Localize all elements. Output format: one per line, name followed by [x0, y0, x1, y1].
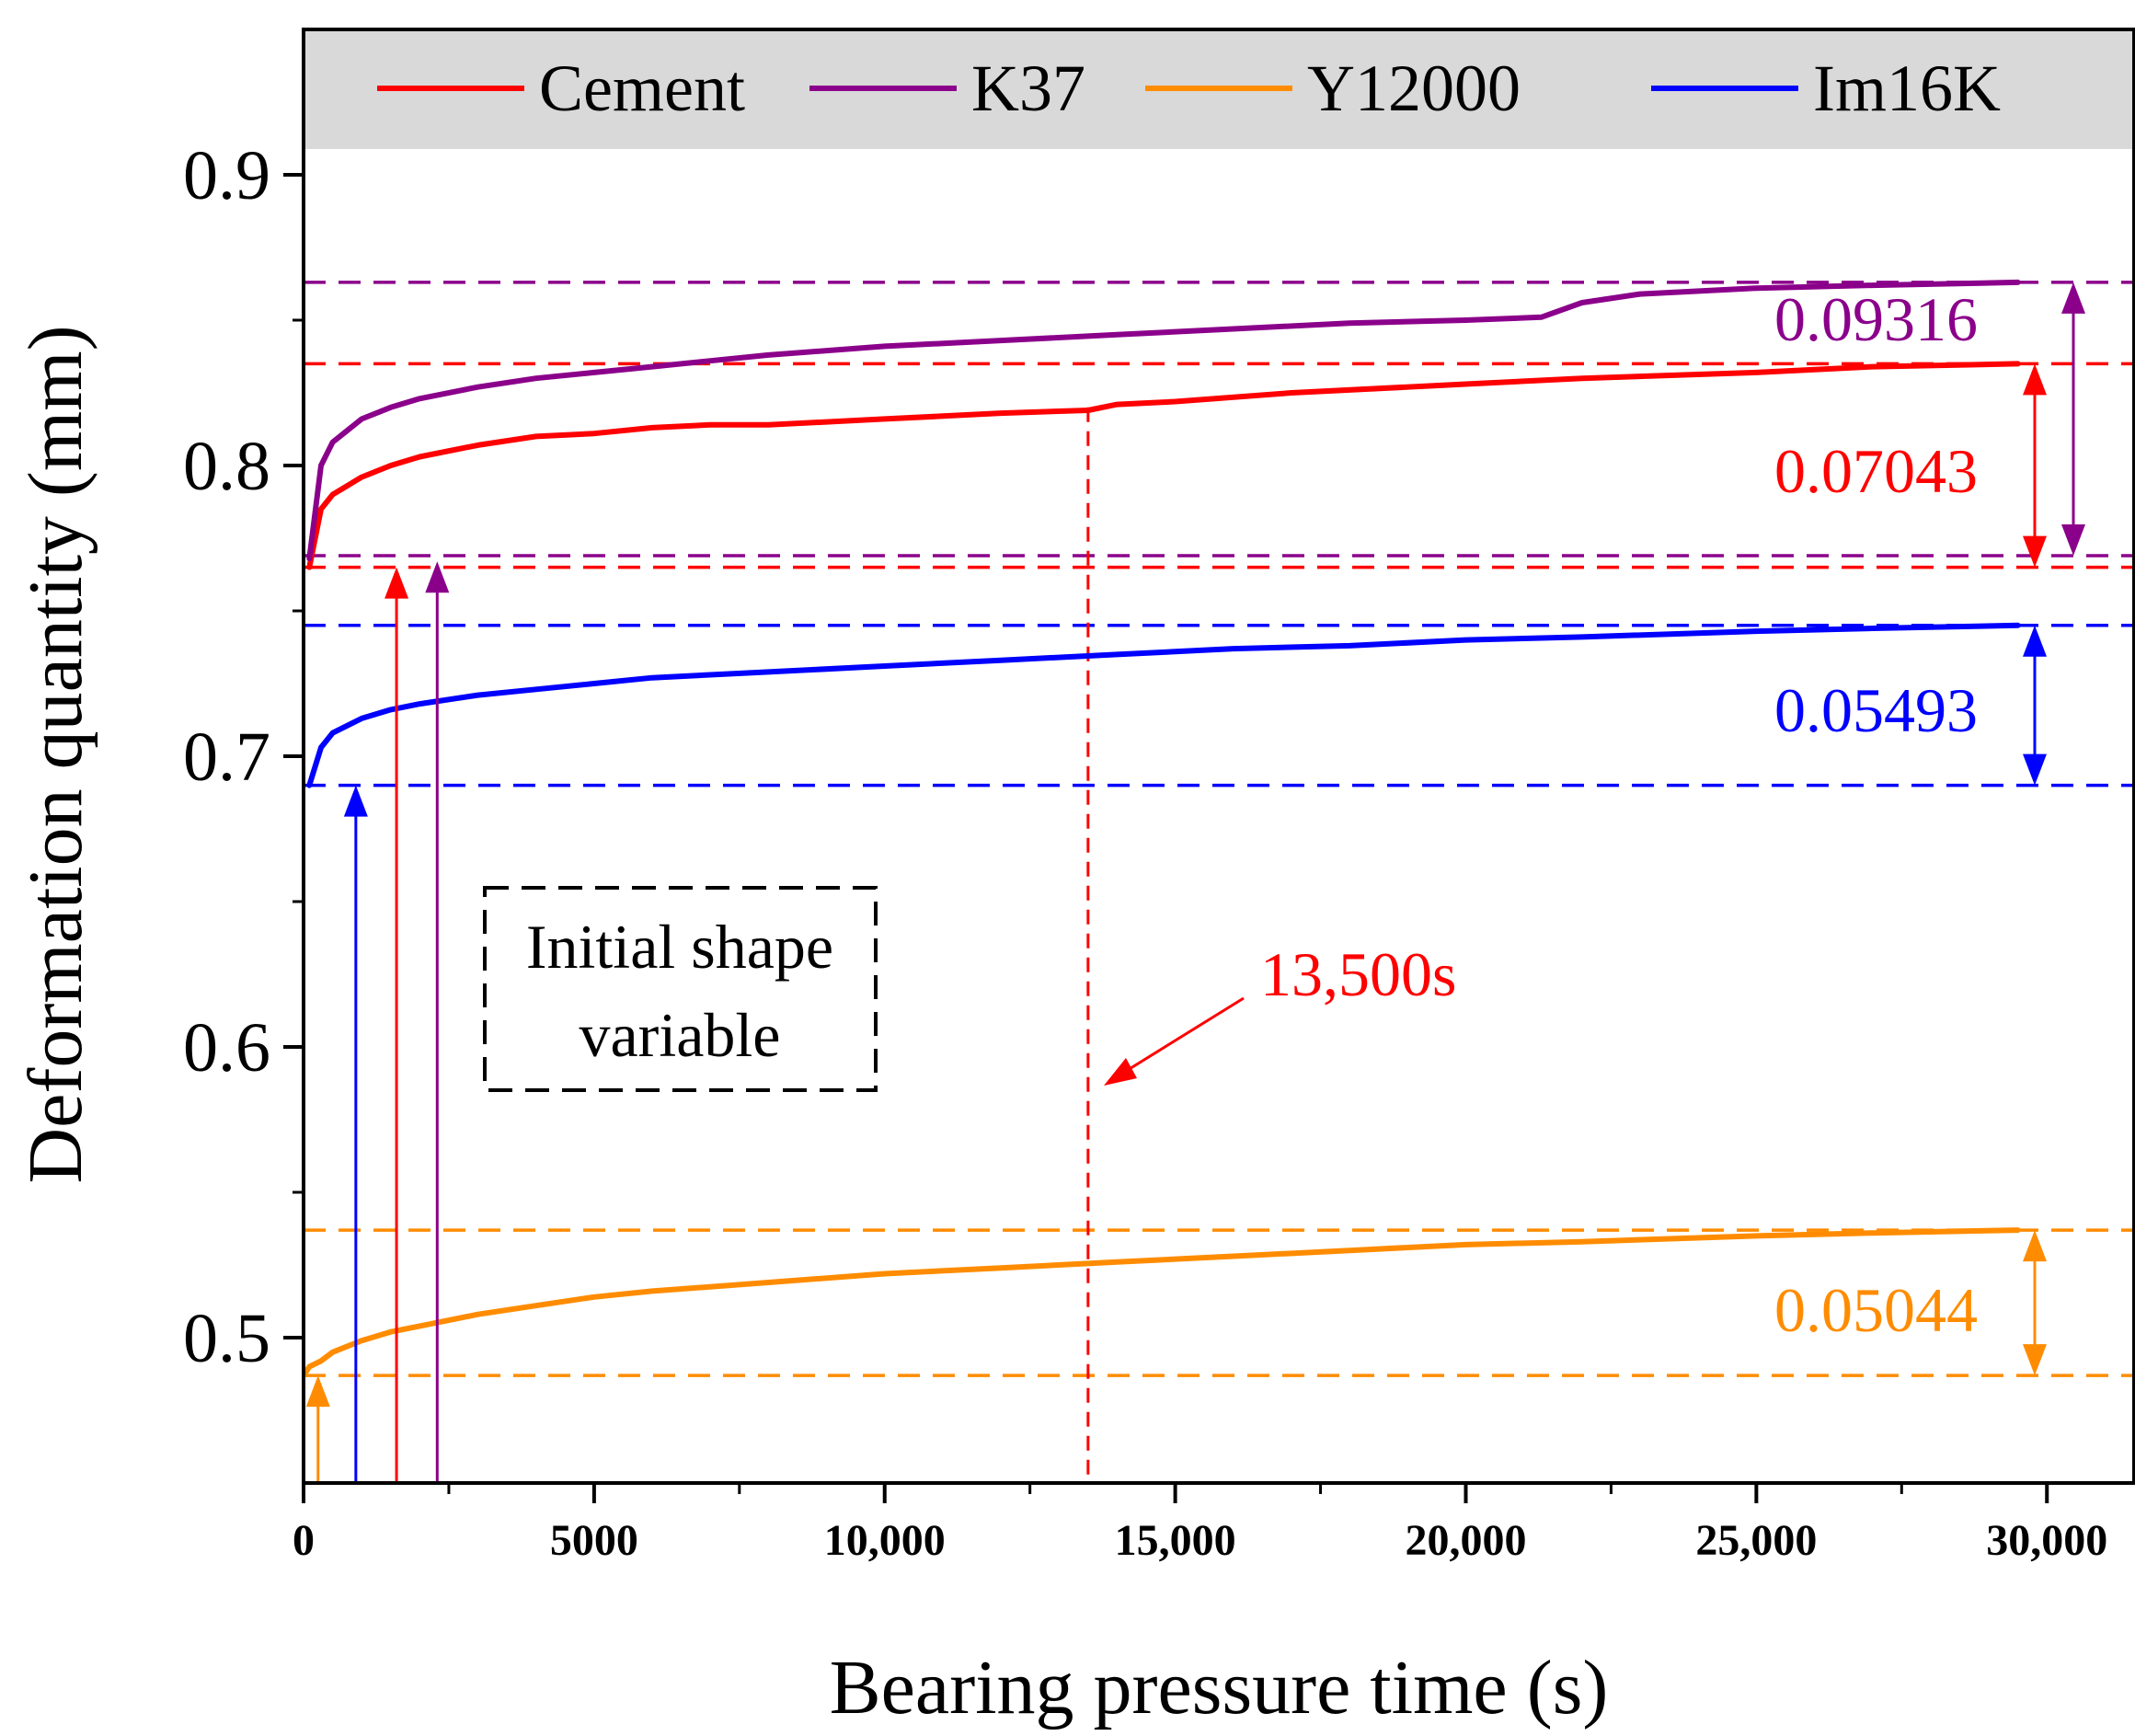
series-lines: [304, 279, 2021, 1379]
arrows: [305, 282, 2085, 1483]
range-arrowhead: [2023, 363, 2047, 396]
time-pointer-line: [1119, 996, 1245, 1076]
reference-lines: [304, 281, 2134, 1483]
series-line-im16k: [306, 622, 2021, 788]
legend-label-k37: K37: [971, 52, 1085, 125]
initial-arrowhead: [385, 567, 409, 599]
initial-shape-label-line1: Initial shape: [526, 912, 833, 982]
x-tick-label: 10,000: [824, 1516, 946, 1565]
legend-label-cement: Cement: [539, 52, 745, 125]
y-tick-label: 0.9: [183, 137, 270, 214]
annotation-k37: 0.09316: [1774, 284, 1978, 354]
range-arrowhead: [2023, 1344, 2047, 1376]
y-axis-label: Deformation quantity (mm): [13, 325, 98, 1183]
range-arrowhead: [2061, 282, 2085, 314]
legend: Cement K37 Y12000 Im16K: [377, 52, 2001, 125]
initial-shape-label-line2: variable: [580, 1000, 781, 1070]
annotation-cement: 0.07043: [1774, 436, 1978, 506]
series-line-k37: [306, 279, 2021, 562]
x-tick-label: 0: [293, 1516, 315, 1565]
initial-arrowhead: [343, 785, 368, 817]
annotation-time: 13,500s: [1260, 939, 1456, 1009]
y-tick-label: 0.7: [183, 719, 270, 796]
annotations: 0.09316 0.07043 0.05493 0.05044 13,500s Initi…: [483, 284, 1978, 1345]
series-line-y12000: [304, 1227, 2021, 1379]
range-arrowhead: [2023, 753, 2047, 786]
legend-label-im16k: Im16K: [1813, 52, 2001, 125]
x-tick-label: 20,000: [1405, 1516, 1526, 1565]
annotation-y12000: 0.05044: [1774, 1275, 1978, 1345]
x-tick-label: 30,000: [1986, 1516, 2107, 1565]
legend-label-y12000: Y12000: [1307, 52, 1521, 125]
time-pointer-arrowhead: [1104, 1058, 1137, 1086]
initial-shape-box: [483, 886, 878, 1092]
axes: 0 5000 10,000 15,000 20,000 25,000 30,000 0.5 0.…: [183, 137, 2107, 1565]
series-line-cement: [306, 361, 2021, 570]
x-tick-label: 25,000: [1695, 1516, 1817, 1565]
y-tick-label: 0.5: [183, 1300, 270, 1377]
y-tick-label: 0.6: [183, 1009, 270, 1086]
plot-frame: [302, 28, 2135, 1485]
range-arrowhead: [2023, 1230, 2047, 1262]
x-tick-label: 15,000: [1115, 1516, 1236, 1565]
initial-arrowhead: [305, 1375, 330, 1408]
x-axis-label: Bearing pressure time (s): [830, 1645, 1609, 1730]
x-tick-label: 5000: [550, 1516, 638, 1565]
range-arrowhead: [2023, 535, 2047, 568]
y-tick-label: 0.8: [183, 428, 270, 505]
range-arrowhead: [2061, 523, 2085, 556]
range-arrowhead: [2023, 625, 2047, 657]
annotation-im16k: 0.05493: [1774, 675, 1978, 745]
initial-arrowhead: [425, 561, 450, 593]
